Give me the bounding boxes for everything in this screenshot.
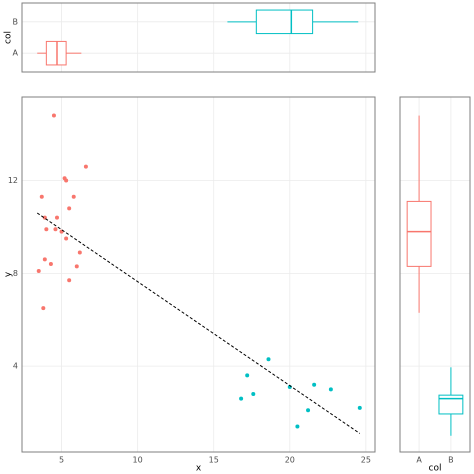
point xyxy=(71,194,76,199)
y-axis-title: col xyxy=(4,31,14,44)
point xyxy=(266,357,271,362)
x-tick-label: 15 xyxy=(209,456,219,465)
point xyxy=(67,206,72,211)
point xyxy=(51,113,56,118)
box xyxy=(438,394,464,415)
point xyxy=(39,194,44,199)
point xyxy=(295,424,300,429)
point xyxy=(64,178,69,183)
y-tick-label: 12 xyxy=(8,176,18,185)
point xyxy=(48,262,53,267)
point xyxy=(67,278,72,283)
point xyxy=(64,236,69,241)
point xyxy=(306,408,311,413)
x-tick-label: 10 xyxy=(133,456,143,465)
point xyxy=(77,250,82,255)
x-axis-title: x xyxy=(196,464,202,474)
point xyxy=(53,227,58,232)
point xyxy=(74,264,79,269)
panel-border xyxy=(21,96,376,453)
x-tick-label: A xyxy=(416,456,422,465)
point xyxy=(41,306,46,311)
box xyxy=(406,200,432,267)
x-tick-label: 5 xyxy=(59,456,64,465)
point xyxy=(357,405,362,410)
y-tick-label: B xyxy=(13,17,19,26)
y-tick-label: 8 xyxy=(13,269,18,278)
point xyxy=(239,396,244,401)
panel-border xyxy=(21,2,376,73)
panel-border xyxy=(399,96,471,453)
x-tick-label: 25 xyxy=(361,456,371,465)
point xyxy=(245,373,250,378)
trend-line xyxy=(36,212,361,434)
x-tick-label: 20 xyxy=(285,456,295,465)
y-tick-label: 4 xyxy=(13,362,18,371)
x-axis-title: col xyxy=(429,464,442,474)
point xyxy=(44,227,49,232)
y-axis-title: y xyxy=(4,271,14,277)
point xyxy=(83,164,88,169)
y-tick-label: A xyxy=(13,49,19,58)
point xyxy=(42,257,47,262)
point xyxy=(251,391,256,396)
box xyxy=(255,9,314,35)
point xyxy=(312,382,317,387)
point xyxy=(328,387,333,392)
point xyxy=(54,215,59,220)
box xyxy=(45,40,67,66)
point xyxy=(36,269,41,274)
x-tick-label: B xyxy=(448,456,454,465)
